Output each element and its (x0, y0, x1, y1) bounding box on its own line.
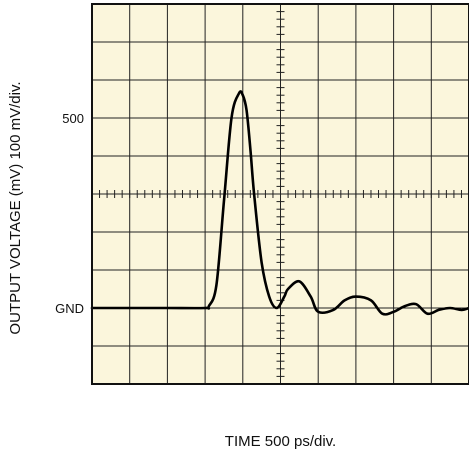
y-axis-label: OUTPUT VOLTAGE (mV) 100 mV/div. (7, 81, 24, 335)
y-tick-label-500: 500 (62, 111, 84, 126)
trace-line (90, 90, 469, 316)
y-tick-label-gnd: GND (55, 301, 84, 316)
plot-frame (91, 3, 469, 385)
center-ticks (99, 11, 462, 377)
x-axis-label: TIME 500 ps/div. (224, 433, 337, 450)
